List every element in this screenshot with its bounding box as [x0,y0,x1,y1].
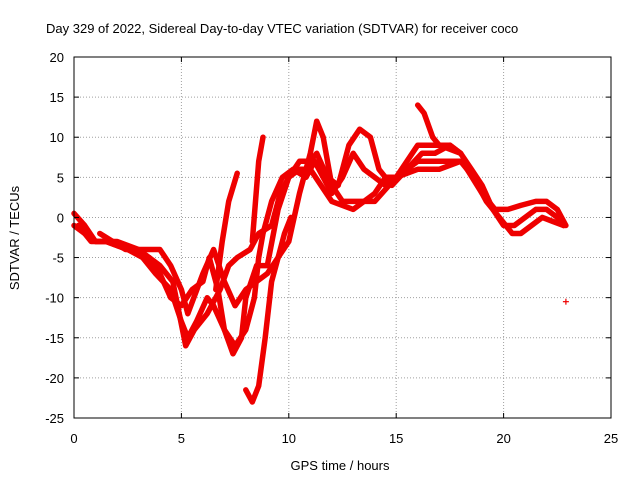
x-tick-label: 5 [178,431,185,446]
y-tick-label: 20 [50,50,64,65]
data-point-marker [562,298,569,305]
series-line [71,158,464,357]
x-axis-label: GPS time / hours [291,458,390,473]
series-track-7 [464,166,569,229]
grid-lines [74,57,611,418]
series-line [213,170,240,293]
data-series [71,102,569,405]
x-tick-label: 25 [604,431,618,446]
series-line [243,214,294,405]
series-steep-3 [243,214,294,405]
x-tick-label: 20 [496,431,510,446]
x-tick-label: 10 [282,431,296,446]
series-steep-1 [213,170,240,293]
y-axis-label: SDTVAR / TECUs [7,185,22,290]
y-tick-label: -10 [45,291,64,306]
y-tick-label: 15 [50,90,64,105]
series-outlier [562,298,569,305]
series-line [464,166,569,229]
y-tick-label: 0 [57,210,64,225]
y-tick-label: 10 [50,130,64,145]
chart-title: Day 329 of 2022, Sidereal Day-to-day VTE… [46,21,518,36]
series-track-3 [75,142,464,349]
y-tick-label: -20 [45,371,64,386]
series-line [249,134,266,245]
x-tick-label: 0 [70,431,77,446]
y-tick-label: 5 [57,170,64,185]
axis-ticks: 0 5 10 15 20 25 -25 -20 -15 -10 -5 0 5 10 15 20 [45,50,618,446]
series-steep-2 [249,134,266,245]
series-line [75,142,464,349]
y-tick-label: -5 [52,251,64,266]
y-tick-label: -15 [45,331,64,346]
series-track-4 [97,126,464,349]
x-tick-label: 15 [389,431,403,446]
series-track-2 [71,158,464,357]
y-tick-label: -25 [45,411,64,426]
series-line [97,126,464,349]
plot-frame [73,56,612,419]
